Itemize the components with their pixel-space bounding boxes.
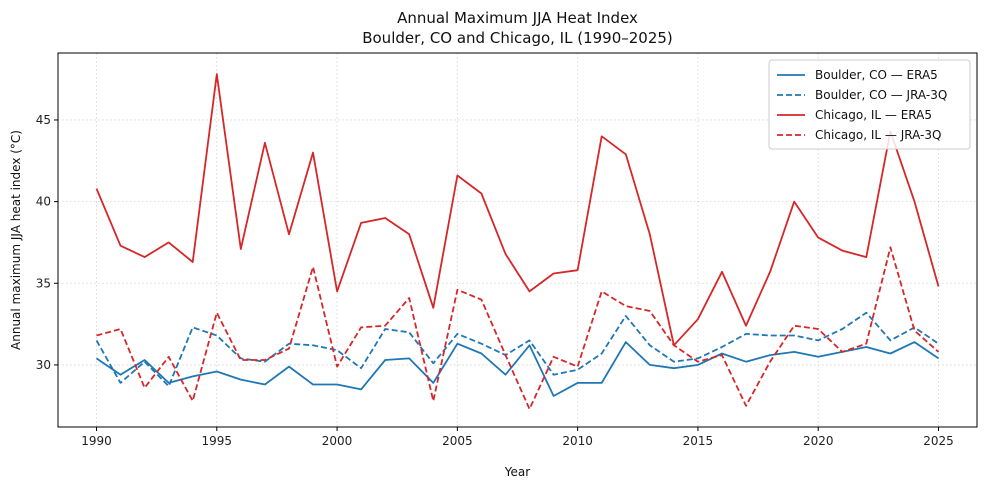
y-tick-label: 30 — [36, 358, 51, 372]
x-tick-label: 1990 — [81, 434, 112, 448]
chart-title-line1: Annual Maximum JJA Heat Index — [397, 9, 638, 27]
x-tick-label: 2025 — [923, 434, 954, 448]
x-tick-label: 2015 — [683, 434, 714, 448]
legend-label: Chicago, IL — ERA5 — [815, 108, 932, 122]
y-axis-label: Annual maximum JJA heat index (°C) — [9, 130, 23, 350]
legend-box — [768, 59, 971, 150]
y-tick-label: 35 — [36, 276, 51, 290]
legend-label: Boulder, CO — JRA-3Q — [815, 88, 947, 102]
series-line-boulder-co-era5 — [95, 341, 940, 397]
chart-title-line2: Boulder, CO and Chicago, IL (1990–2025) — [362, 29, 673, 47]
x-axis-label: Year — [504, 465, 530, 479]
series-line-chicago-il-era5 — [95, 73, 940, 347]
x-tick-label: 2000 — [322, 434, 353, 448]
series-line-boulder-co-jra-3q — [95, 311, 940, 388]
y-axis: 30 35 40 45 — [36, 113, 58, 372]
x-tick-label: 2010 — [562, 434, 593, 448]
series-line-chicago-il-jra-3q — [96, 246, 940, 410]
x-axis: 1990 1995 2000 2005 2010 2015 2020 2025 — [81, 427, 954, 448]
x-tick-label: 2005 — [442, 434, 473, 448]
legend: Boulder, CO — ERA5 Boulder, CO — JRA-3Q Ch… — [768, 59, 971, 150]
series-layer — [95, 73, 940, 410]
plot-frame — [57, 52, 978, 428]
x-tick-label: 1995 — [202, 434, 233, 448]
legend-label: Boulder, CO — ERA5 — [815, 68, 938, 82]
x-tick-label: 2020 — [803, 434, 834, 448]
y-tick-label: 40 — [36, 195, 51, 209]
legend-label: Chicago, IL — JRA-3Q — [815, 128, 941, 142]
y-tick-label: 45 — [36, 113, 51, 127]
